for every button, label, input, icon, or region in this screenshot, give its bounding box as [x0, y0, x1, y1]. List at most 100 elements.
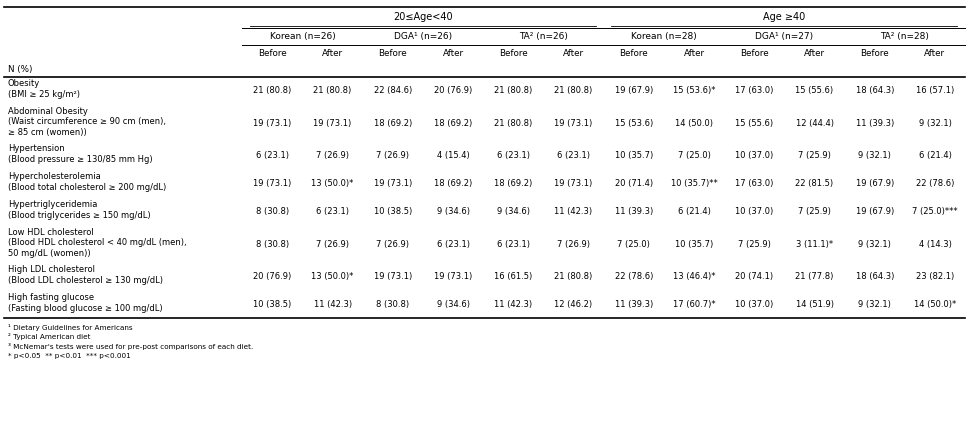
Text: TA² (n=26): TA² (n=26) — [519, 32, 568, 41]
Text: ³ McNemar's tests were used for pre-post comparisons of each diet.: ³ McNemar's tests were used for pre-post… — [8, 343, 253, 350]
Text: Abdominal Obesity
(Waist circumference ≥ 90 cm (men),
≥ 85 cm (women)): Abdominal Obesity (Waist circumference ≥… — [8, 107, 166, 137]
Text: 9 (34.6): 9 (34.6) — [437, 300, 469, 309]
Text: Hypertriglyceridemia
(Blood triglycerides ≥ 150 mg/dL): Hypertriglyceridemia (Blood triglyceride… — [8, 200, 150, 220]
Text: 7 (25.0): 7 (25.0) — [678, 151, 711, 161]
Text: Before: Before — [258, 49, 287, 58]
Text: 11 (39.3): 11 (39.3) — [615, 300, 653, 309]
Text: 19 (67.9): 19 (67.9) — [615, 86, 653, 95]
Text: Korean (n=26): Korean (n=26) — [270, 32, 335, 41]
Text: 19 (73.1): 19 (73.1) — [254, 179, 291, 188]
Text: Before: Before — [740, 49, 769, 58]
Text: 10 (35.7)**: 10 (35.7)** — [671, 179, 717, 188]
Text: 19 (67.9): 19 (67.9) — [856, 207, 893, 216]
Text: * p<0.05  ** p<0.01  *** p<0.001: * p<0.05 ** p<0.01 *** p<0.001 — [8, 353, 131, 359]
Text: 6 (23.1): 6 (23.1) — [497, 151, 529, 161]
Text: 21 (77.8): 21 (77.8) — [796, 272, 833, 281]
Text: 9 (32.1): 9 (32.1) — [859, 239, 892, 249]
Text: 8 (30.8): 8 (30.8) — [256, 207, 288, 216]
Text: 10 (35.7): 10 (35.7) — [615, 151, 653, 161]
Text: 10 (35.7): 10 (35.7) — [675, 239, 713, 249]
Text: 9 (32.1): 9 (32.1) — [919, 119, 952, 128]
Text: 22 (78.6): 22 (78.6) — [916, 179, 954, 188]
Text: 9 (34.6): 9 (34.6) — [437, 207, 469, 216]
Text: 21 (80.8): 21 (80.8) — [555, 86, 592, 95]
Text: 19 (73.1): 19 (73.1) — [555, 179, 592, 188]
Text: 16 (57.1): 16 (57.1) — [916, 86, 954, 95]
Text: 19 (73.1): 19 (73.1) — [314, 119, 351, 128]
Text: 21 (80.8): 21 (80.8) — [495, 86, 532, 95]
Text: 12 (44.4): 12 (44.4) — [796, 119, 833, 128]
Text: 21 (80.8): 21 (80.8) — [495, 119, 532, 128]
Text: 9 (34.6): 9 (34.6) — [497, 207, 529, 216]
Text: Age ≥40: Age ≥40 — [763, 12, 805, 22]
Text: Before: Before — [861, 49, 889, 58]
Text: 9 (32.1): 9 (32.1) — [859, 300, 892, 309]
Text: 7 (26.9): 7 (26.9) — [317, 239, 349, 249]
Text: Before: Before — [499, 49, 528, 58]
Text: 15 (53.6)*: 15 (53.6)* — [673, 86, 715, 95]
Text: After: After — [924, 49, 946, 58]
Text: 10 (37.0): 10 (37.0) — [735, 151, 773, 161]
Text: High fasting glucose
(Fasting blood glucose ≥ 100 mg/dL): High fasting glucose (Fasting blood gluc… — [8, 293, 163, 313]
Text: 7 (25.0): 7 (25.0) — [618, 239, 650, 249]
Text: 15 (55.6): 15 (55.6) — [736, 119, 773, 128]
Text: 3 (11.1)*: 3 (11.1)* — [796, 239, 833, 249]
Text: 7 (26.9): 7 (26.9) — [377, 151, 409, 161]
Text: ² Typical American diet: ² Typical American diet — [8, 333, 90, 340]
Text: After: After — [322, 49, 344, 58]
Text: 10 (37.0): 10 (37.0) — [735, 207, 773, 216]
Text: 7 (25.0)***: 7 (25.0)*** — [912, 207, 957, 216]
Text: 6 (23.1): 6 (23.1) — [437, 239, 469, 249]
Text: 12 (46.2): 12 (46.2) — [555, 300, 592, 309]
Text: 6 (23.1): 6 (23.1) — [497, 239, 529, 249]
Text: 20 (74.1): 20 (74.1) — [736, 272, 773, 281]
Text: 10 (37.0): 10 (37.0) — [735, 300, 773, 309]
Text: 17 (63.0): 17 (63.0) — [735, 86, 773, 95]
Text: 20 (76.9): 20 (76.9) — [254, 272, 291, 281]
Text: 11 (42.3): 11 (42.3) — [555, 207, 592, 216]
Text: 18 (69.2): 18 (69.2) — [374, 119, 412, 128]
Text: 8 (30.8): 8 (30.8) — [256, 239, 288, 249]
Text: 21 (80.8): 21 (80.8) — [314, 86, 351, 95]
Text: 19 (73.1): 19 (73.1) — [374, 179, 412, 188]
Text: Low HDL cholesterol
(Blood HDL cholesterol < 40 mg/dL (men),
50 mg/dL (women)): Low HDL cholesterol (Blood HDL cholester… — [8, 228, 187, 258]
Text: ¹ Dietary Guidelines for Americans: ¹ Dietary Guidelines for Americans — [8, 324, 133, 331]
Text: 8 (30.8): 8 (30.8) — [377, 300, 409, 309]
Text: 15 (53.6): 15 (53.6) — [615, 119, 653, 128]
Text: 19 (73.1): 19 (73.1) — [434, 272, 472, 281]
Text: 6 (23.1): 6 (23.1) — [557, 151, 590, 161]
Text: 20 (76.9): 20 (76.9) — [434, 86, 472, 95]
Text: 19 (73.1): 19 (73.1) — [254, 119, 291, 128]
Text: 13 (50.0)*: 13 (50.0)* — [312, 272, 353, 281]
Text: 10 (38.5): 10 (38.5) — [374, 207, 412, 216]
Text: 11 (42.3): 11 (42.3) — [314, 300, 351, 309]
Text: 21 (80.8): 21 (80.8) — [555, 272, 592, 281]
Text: 18 (69.2): 18 (69.2) — [495, 179, 532, 188]
Text: 18 (64.3): 18 (64.3) — [856, 272, 893, 281]
Text: 19 (67.9): 19 (67.9) — [856, 179, 893, 188]
Text: 7 (26.9): 7 (26.9) — [557, 239, 590, 249]
Text: 6 (23.1): 6 (23.1) — [256, 151, 288, 161]
Text: 14 (50.0): 14 (50.0) — [675, 119, 713, 128]
Text: After: After — [563, 49, 584, 58]
Text: 11 (42.3): 11 (42.3) — [495, 300, 532, 309]
Text: 11 (39.3): 11 (39.3) — [615, 207, 653, 216]
Text: 19 (73.1): 19 (73.1) — [555, 119, 592, 128]
Text: 13 (50.0)*: 13 (50.0)* — [312, 179, 353, 188]
Text: DGA¹ (n=26): DGA¹ (n=26) — [394, 32, 452, 41]
Text: Before: Before — [620, 49, 649, 58]
Text: TA² (n=28): TA² (n=28) — [881, 32, 929, 41]
Text: Before: Before — [378, 49, 408, 58]
Text: 7 (25.9): 7 (25.9) — [798, 207, 831, 216]
Text: After: After — [804, 49, 825, 58]
Text: 7 (25.9): 7 (25.9) — [798, 151, 831, 161]
Text: 4 (15.4): 4 (15.4) — [437, 151, 469, 161]
Text: 22 (81.5): 22 (81.5) — [796, 179, 833, 188]
Text: 15 (55.6): 15 (55.6) — [796, 86, 833, 95]
Text: 7 (26.9): 7 (26.9) — [317, 151, 349, 161]
Text: 19 (73.1): 19 (73.1) — [374, 272, 412, 281]
Text: Korean (n=28): Korean (n=28) — [631, 32, 697, 41]
Text: 21 (80.8): 21 (80.8) — [254, 86, 291, 95]
Text: 14 (51.9): 14 (51.9) — [796, 300, 833, 309]
Text: 7 (25.9): 7 (25.9) — [738, 239, 771, 249]
